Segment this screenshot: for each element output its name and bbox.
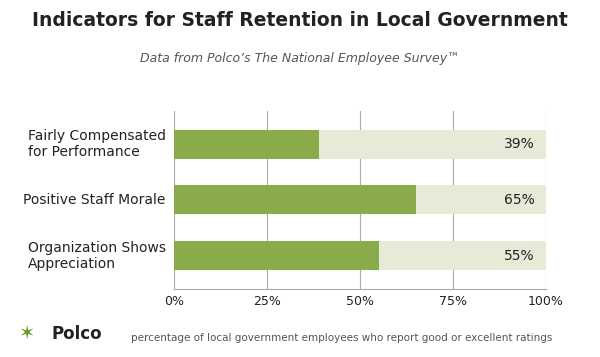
Text: 55%: 55% [504,249,535,263]
Bar [174,130,546,159]
Text: 39%: 39% [504,137,535,151]
Text: ✶: ✶ [18,324,34,343]
Text: percentage of local government employees who report good or excellent ratings: percentage of local government employees… [131,333,553,343]
Bar [174,241,379,270]
Text: Polco: Polco [51,325,101,343]
Text: 65%: 65% [504,193,535,207]
Bar [174,185,546,215]
Bar [174,130,319,159]
Bar [174,241,546,270]
Text: Data from Polco’s The National Employee Survey™: Data from Polco’s The National Employee … [140,52,460,65]
Bar [174,185,416,215]
Text: Indicators for Staff Retention in Local Government: Indicators for Staff Retention in Local … [32,11,568,30]
